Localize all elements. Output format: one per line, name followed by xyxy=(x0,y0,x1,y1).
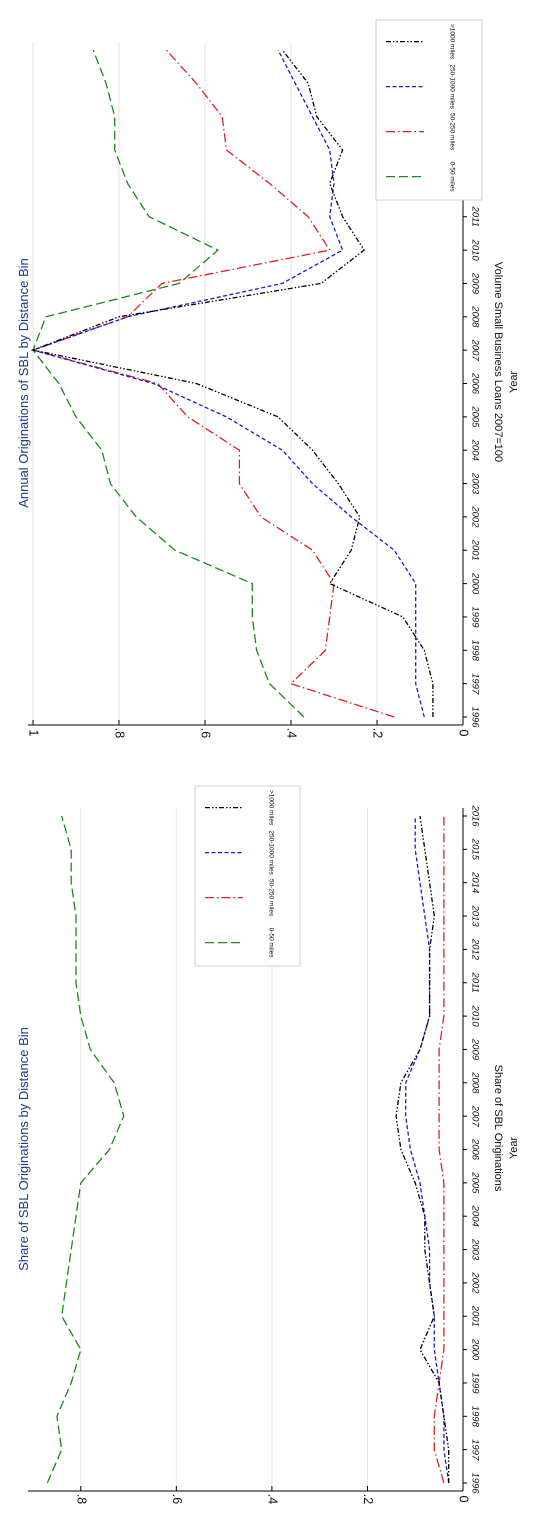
volume-chart-x-axis-label: Year xyxy=(508,371,520,394)
volume-chart-series-line-1 xyxy=(32,49,305,718)
volume-chart-y-axis-label: Volume Small Business Loans 2007=100 xyxy=(492,262,504,462)
volume-chart-x-tick-label: 2003 xyxy=(469,472,480,495)
share-chart-y-tick-label: .2 xyxy=(361,1494,375,1504)
share-chart-x-tick-label: 2005 xyxy=(469,1171,480,1194)
share-chart-legend-label-2: 50-250 miles xyxy=(267,879,274,917)
share-chart-x-tick-label: 2008 xyxy=(469,1071,480,1094)
share-chart-x-tick-label: 2000 xyxy=(469,1338,480,1361)
share-chart-y-tick-label: .8 xyxy=(74,1494,88,1504)
share-chart-y-axis-label: Share of SBL Originations xyxy=(492,1065,504,1192)
volume-chart-y-tick-label: .2 xyxy=(371,728,385,738)
volume-chart: Annual Originations of SBL by Distance B… xyxy=(0,0,537,765)
share-chart-series-line-4 xyxy=(395,815,450,1483)
volume-chart-series-line-3 xyxy=(30,49,425,718)
share-chart-x-tick-label: 2012 xyxy=(469,938,480,961)
volume-chart-legend-label-3: 250-1000 miles xyxy=(448,64,455,109)
share-chart-x-tick-label: 2009 xyxy=(469,1038,480,1061)
share-chart-series-line-3 xyxy=(405,816,450,1484)
share-chart-x-tick-label: 2007 xyxy=(469,1105,480,1128)
share-chart-y-tick-label: .4 xyxy=(266,1494,280,1504)
volume-chart-legend-label-2: 50-250 miles xyxy=(448,113,455,151)
share-chart-x-tick-label: 2006 xyxy=(469,1138,480,1161)
share-chart-x-tick-label: 2016 xyxy=(469,804,480,827)
volume-chart-x-tick-label: 1999 xyxy=(469,606,480,628)
volume-chart-y-tick-label: 1 xyxy=(27,730,41,737)
share-chart-series-line-2 xyxy=(433,816,445,1484)
volume-chart-x-tick-label: 2010 xyxy=(469,239,480,262)
share-chart-legend-label-1: 0-50 miles xyxy=(267,928,274,959)
share-chart-x-tick-label: 1998 xyxy=(469,1406,480,1428)
share-chart-series-line-1 xyxy=(46,815,125,1484)
share-chart-legend: 0-50 miles 50-250 miles 250-1000 miles >100… xyxy=(194,785,301,967)
share-chart-x-tick-label: 2002 xyxy=(469,1271,480,1294)
volume-chart-y-tick-label: .6 xyxy=(199,728,213,738)
volume-chart-y-tick-label: 0 xyxy=(457,730,471,737)
share-chart-y-tick-label: .6 xyxy=(170,1494,184,1504)
share-chart-x-tick-label: 2013 xyxy=(469,904,480,927)
share-chart-x-tick-label: 2015 xyxy=(469,838,480,861)
volume-chart-x-tick-label: 2005 xyxy=(469,405,480,428)
share-chart-x-tick-label: 2001 xyxy=(469,1305,480,1327)
volume-chart-x-tick-label: 1997 xyxy=(469,673,480,695)
volume-chart-legend-label-4: >1000 miles xyxy=(448,24,455,60)
volume-chart-x-tick-label: 2000 xyxy=(469,572,480,595)
volume-chart-legend: 0-50 miles 50-250 miles 250-1000 miles >100… xyxy=(375,19,483,201)
share-chart-y-tick-label: 0 xyxy=(457,1496,471,1503)
share-chart-x-tick-label: 2010 xyxy=(469,1005,480,1028)
volume-chart-series-line-4 xyxy=(30,49,434,717)
share-chart-x-tick-label: 2003 xyxy=(469,1238,480,1261)
share-chart: Share of SBL Originations by Distance Bi… xyxy=(0,766,537,1531)
volume-chart-title: Annual Originations of SBL by Distance B… xyxy=(16,258,31,508)
share-chart-x-tick-label: 2011 xyxy=(469,972,480,993)
volume-chart-x-tick-label: 2009 xyxy=(469,272,480,295)
volume-chart-x-tick-label: 2008 xyxy=(469,305,480,328)
share-chart-x-axis-label: Year xyxy=(508,1137,520,1160)
share-chart-legend-label-3: 250-1000 miles xyxy=(267,830,274,875)
volume-chart-x-tick-label: 1998 xyxy=(469,640,480,662)
share-chart-x-tick-label: 2004 xyxy=(469,1205,480,1227)
share-chart-x-tick-label: 1996 xyxy=(469,1472,480,1494)
volume-chart-x-tick-label: 2001 xyxy=(469,539,480,561)
volume-chart-x-tick-label: 2004 xyxy=(469,439,480,461)
volume-chart-x-tick-label: 2011 xyxy=(469,206,480,227)
share-chart-x-tick-label: 1997 xyxy=(469,1439,480,1461)
share-chart-legend-label-4: >1000 miles xyxy=(267,790,274,826)
volume-chart-x-tick-label: 2007 xyxy=(469,339,480,362)
share-chart-legend-box xyxy=(194,785,301,967)
share-chart-plot-area: 0 .2 .4 .6 .8 1996 1997 1998 1999 2000 2001 2002 200… xyxy=(28,804,480,1504)
share-chart-x-tick-label: 2014 xyxy=(469,871,480,893)
volume-chart-y-tick-label: .8 xyxy=(113,728,127,738)
share-chart-x-tick-label: 1999 xyxy=(469,1372,480,1394)
volume-chart-x-tick-label: 2006 xyxy=(469,372,480,395)
volume-chart-legend-box xyxy=(375,19,483,201)
volume-chart-x-tick-label: 1996 xyxy=(469,706,480,728)
share-chart-title: Share of SBL Originations by Distance Bi… xyxy=(16,1027,31,1271)
volume-chart-series-line-2 xyxy=(30,49,395,718)
volume-chart-y-tick-label: .4 xyxy=(285,728,299,738)
volume-chart-legend-label-1: 0-50 miles xyxy=(448,162,455,193)
volume-chart-x-tick-label: 2002 xyxy=(469,505,480,528)
